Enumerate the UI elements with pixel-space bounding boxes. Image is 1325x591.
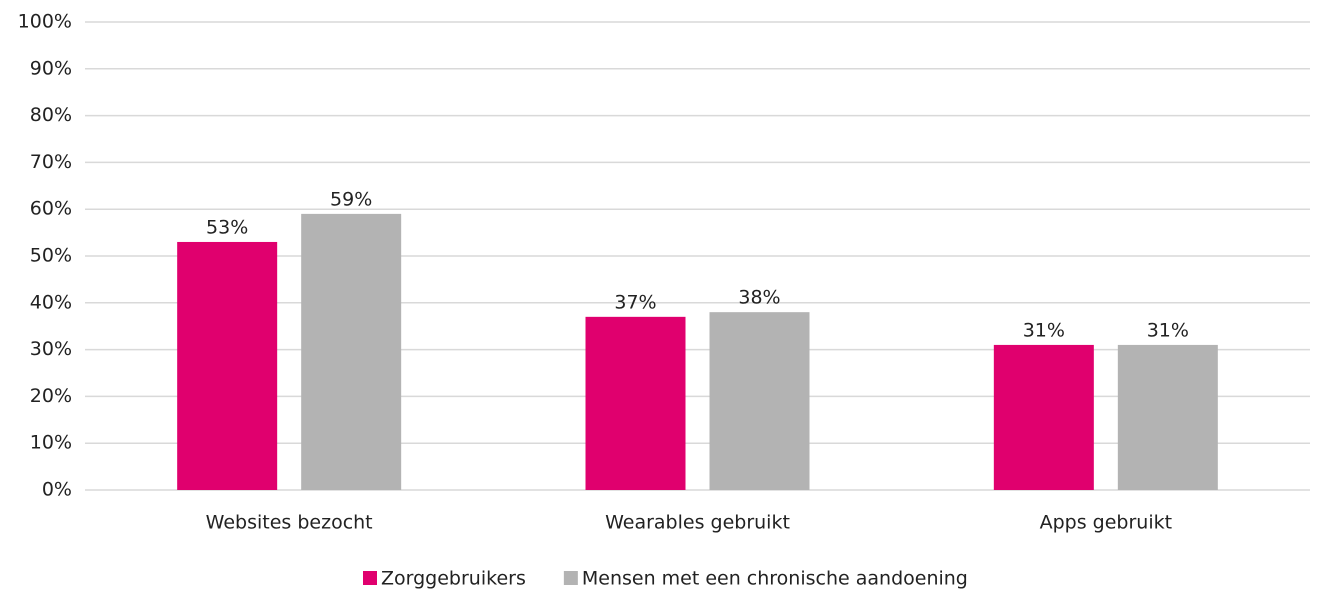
y-tick-label: 0% xyxy=(42,479,72,501)
x-tick-label: Websites bezocht xyxy=(206,512,373,534)
y-tick-label: 70% xyxy=(30,151,72,173)
value-label: 31% xyxy=(1147,319,1189,341)
y-tick-label: 60% xyxy=(30,198,72,220)
y-tick-label: 50% xyxy=(30,245,72,267)
value-label: 59% xyxy=(330,188,372,210)
legend-swatch xyxy=(363,571,377,585)
bar xyxy=(585,316,686,490)
value-label: 53% xyxy=(206,216,248,238)
bar xyxy=(301,213,402,490)
y-tick-label: 40% xyxy=(30,291,72,313)
value-label: 31% xyxy=(1023,319,1065,341)
y-tick-label: 90% xyxy=(30,57,72,79)
bar xyxy=(993,344,1094,490)
legend-swatch xyxy=(563,571,578,585)
bar xyxy=(709,312,810,490)
y-tick-label: 80% xyxy=(30,104,72,126)
y-tick-label: 30% xyxy=(30,338,72,360)
bar xyxy=(1117,344,1218,490)
bar xyxy=(177,241,278,490)
legend-label: Mensen met een chronische aandoening xyxy=(582,568,968,590)
y-tick-label: 10% xyxy=(30,432,72,454)
y-tick-label: 20% xyxy=(30,385,72,407)
value-label: 37% xyxy=(614,291,656,313)
x-tick-label: Wearables gebruikt xyxy=(605,512,790,534)
legend-label: Zorggebruikers xyxy=(381,568,526,590)
y-tick-label: 100% xyxy=(18,11,72,33)
x-tick-label: Apps gebruikt xyxy=(1040,512,1172,534)
value-label: 38% xyxy=(738,287,780,309)
